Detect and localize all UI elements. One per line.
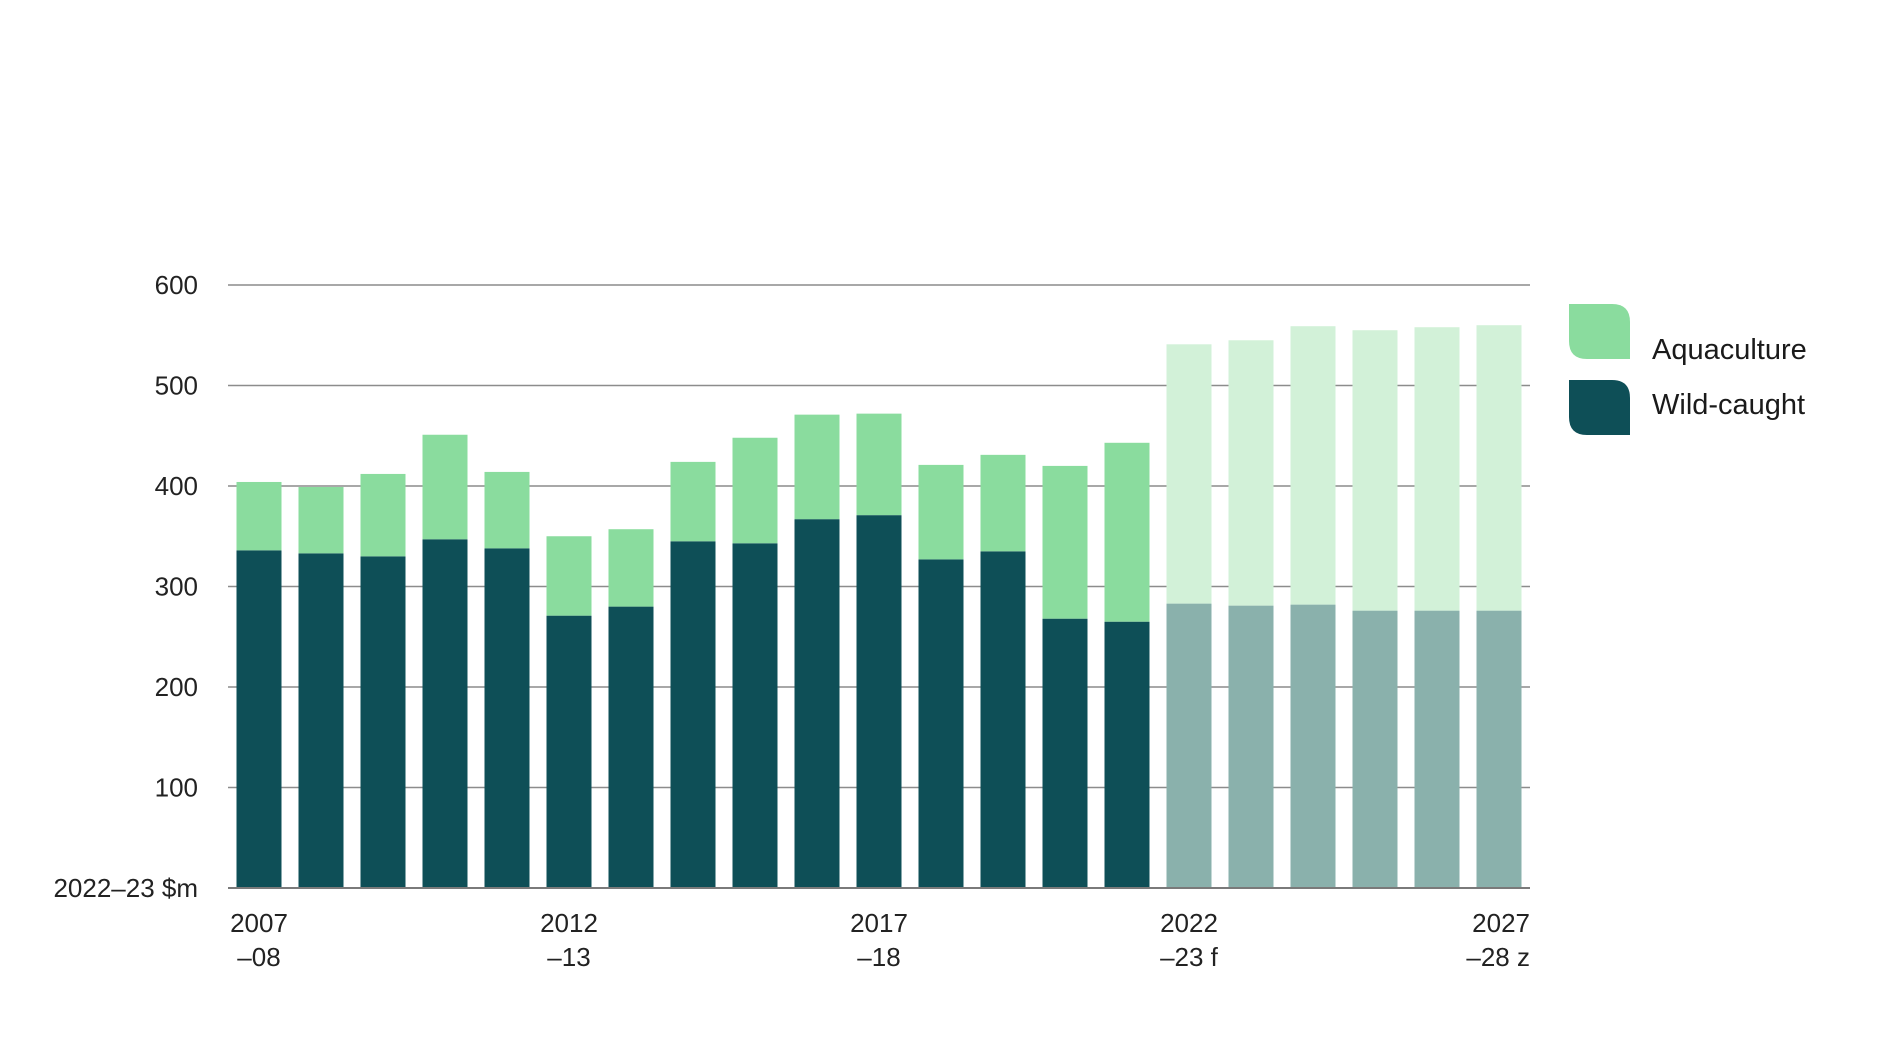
legend-label-wild-caught: Wild-caught [1652,389,1805,421]
bar-wild-caught [1228,605,1274,888]
bar-aquaculture [608,529,654,607]
bar-aquaculture [236,481,282,551]
bar-aquaculture [856,413,902,516]
legend-label-aquaculture: Aquaculture [1652,334,1807,366]
bar-wild-caught [422,539,468,888]
bar-wild-caught [856,515,902,888]
bar-aquaculture [1104,442,1150,622]
bar-wild-caught [484,548,530,888]
y-tick-label: 100 [155,773,198,803]
bar-wild-caught [1042,618,1088,888]
bar-aquaculture [1042,465,1088,619]
bar-aquaculture [1228,340,1274,606]
bar-aquaculture [732,437,778,544]
y-tick-label: 500 [155,371,198,401]
y-tick-label: 400 [155,471,198,501]
bar-aquaculture [1352,330,1398,611]
bar-wild-caught [794,519,840,888]
bar-wild-caught [1352,610,1398,888]
bar-aquaculture [1290,326,1336,605]
x-tick-label: –08 [237,942,280,972]
legend-swatch-aquaculture [1569,304,1630,359]
y-tick-label: 600 [155,270,198,300]
bar-wild-caught [608,606,654,888]
y-axis-unit-label: 2022–23 $m [53,873,198,903]
bar-aquaculture [1166,344,1212,604]
bar-wild-caught [546,615,592,888]
bar-aquaculture [980,454,1026,552]
axes: 100 200 300 400 500 600 2022–23 $m 2007 –08 2012 –… [53,270,1530,972]
bar-wild-caught [1290,604,1336,888]
bar-wild-caught [1476,610,1522,888]
bar-wild-caught [1104,621,1150,888]
bar-aquaculture [422,434,468,540]
x-tick-label: 2012 [540,908,598,938]
x-tick-label: –13 [547,942,590,972]
x-tick-label: 2007 [230,908,288,938]
bar-aquaculture [546,536,592,616]
bar-wild-caught [236,550,282,888]
x-tick-label: –18 [857,942,900,972]
x-tick-label: 2017 [850,908,908,938]
y-tick-label: 300 [155,572,198,602]
legend: Aquaculture Wild-caught [1569,304,1807,435]
bar-wild-caught [298,553,344,888]
y-tick-label: 200 [155,672,198,702]
bar-aquaculture [794,414,840,520]
bar-wild-caught [360,556,406,888]
x-tick-label: 2022 [1160,908,1218,938]
bar-aquaculture [1414,327,1460,611]
bar-wild-caught [918,559,964,888]
bar-aquaculture [484,471,530,549]
bar-aquaculture [360,473,406,557]
bar-aquaculture [918,464,964,560]
x-tick-label: –28 z [1466,942,1530,972]
bar-aquaculture [670,461,716,542]
bar-wild-caught [1166,603,1212,888]
bar-aquaculture [1476,325,1522,611]
bar-wild-caught [980,551,1026,888]
legend-swatch-wild-caught [1569,380,1630,435]
bar-aquaculture [298,487,344,554]
bar-wild-caught [1414,610,1460,888]
bars [236,325,1522,888]
x-tick-label: 2027 [1472,908,1530,938]
x-tick-label: –23 f [1160,942,1219,972]
bar-wild-caught [670,541,716,888]
bar-wild-caught [732,543,778,888]
